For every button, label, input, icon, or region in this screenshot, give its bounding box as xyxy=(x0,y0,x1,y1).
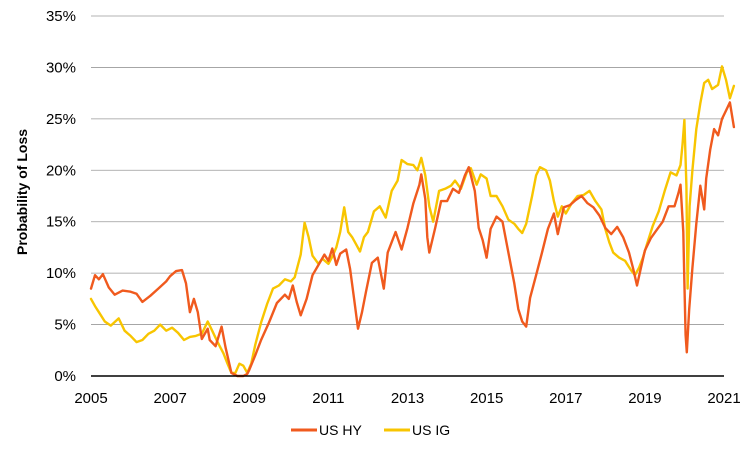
y-tick-label: 10% xyxy=(46,265,76,282)
y-tick-label: 15% xyxy=(46,214,76,231)
series-lines xyxy=(89,65,736,378)
y-tick-label: 35% xyxy=(46,8,76,25)
axes: 0% 5% 10% 15% 20% 25% 30% 35% 2005 2007 2009 2011 20… xyxy=(46,8,740,407)
x-tick-label: 2019 xyxy=(628,390,661,407)
legend-label-us-ig: US IG xyxy=(412,422,450,438)
y-axis-title: Probability of Loss xyxy=(14,129,30,255)
series-line-us-ig xyxy=(89,65,736,375)
grid-lines xyxy=(91,15,724,325)
x-tick-label: 2017 xyxy=(549,390,582,407)
x-tick-label: 2013 xyxy=(391,390,424,407)
legend-label-us-hy: US HY xyxy=(319,422,362,438)
x-tick-label: 2007 xyxy=(153,390,186,407)
legend: US HY US IG xyxy=(291,422,450,438)
y-tick-label: 25% xyxy=(46,111,76,128)
x-tick-label: 2021 xyxy=(707,390,740,407)
x-tick-label: 2005 xyxy=(74,390,107,407)
x-tick-label: 2009 xyxy=(233,390,266,407)
y-tick-label: 20% xyxy=(46,162,76,179)
x-tick-label: 2011 xyxy=(312,390,344,407)
series-line-us-hy xyxy=(89,101,736,378)
y-tick-label: 5% xyxy=(54,317,76,334)
x-tick-label: 2015 xyxy=(470,390,503,407)
y-tick-label: 30% xyxy=(46,59,76,76)
y-tick-label: 0% xyxy=(54,368,76,385)
